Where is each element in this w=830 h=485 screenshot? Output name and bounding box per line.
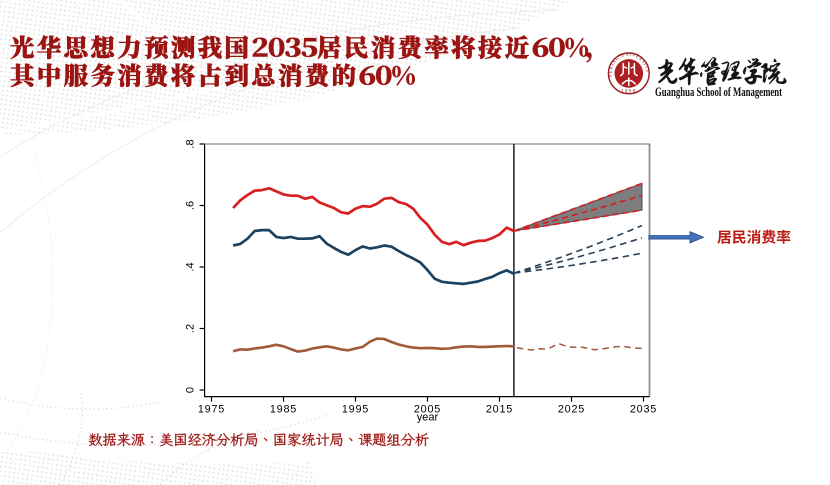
svg-text:Guanghua School of Management: Guanghua School of Management bbox=[655, 85, 782, 99]
svg-text:.8: .8 bbox=[184, 139, 196, 148]
svg-text:1975: 1975 bbox=[198, 404, 225, 416]
svg-text:2015: 2015 bbox=[486, 404, 513, 416]
svg-text:.2: .2 bbox=[184, 324, 196, 333]
svg-text:.6: .6 bbox=[184, 201, 196, 210]
svg-text:1995: 1995 bbox=[342, 404, 369, 416]
svg-text:0: 0 bbox=[184, 387, 196, 393]
svg-text:2005: 2005 bbox=[414, 404, 441, 416]
svg-text:.4: .4 bbox=[184, 262, 196, 271]
svg-text:2035: 2035 bbox=[630, 404, 657, 416]
svg-text:year: year bbox=[417, 411, 439, 423]
svg-text:1985: 1985 bbox=[270, 404, 297, 416]
svg-text:2025: 2025 bbox=[558, 404, 585, 416]
svg-text:1898: 1898 bbox=[621, 88, 636, 94]
